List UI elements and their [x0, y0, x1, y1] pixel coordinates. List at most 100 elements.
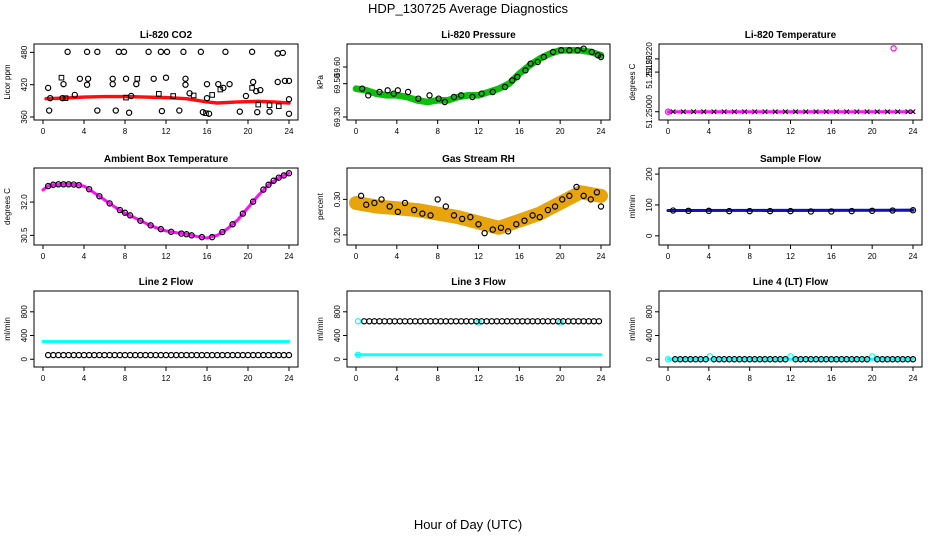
data-point [396, 318, 404, 325]
x-tick-label: 24 [597, 374, 606, 383]
data-point [183, 351, 190, 359]
data-point [386, 318, 393, 325]
data-point [514, 318, 521, 325]
data-point [803, 109, 809, 115]
y-tick-label: 400 [645, 328, 654, 342]
x-tick-label: 16 [203, 374, 212, 383]
plot-frame [33, 43, 299, 121]
panel-title: Line 4 (LT) Flow [753, 277, 829, 288]
y-tick-label: 400 [333, 328, 342, 342]
data-point [519, 318, 526, 325]
data-point [823, 109, 829, 115]
data-point [260, 351, 267, 359]
data-point [239, 351, 247, 359]
data-point [463, 318, 470, 325]
data-point [76, 75, 84, 82]
data-point [489, 88, 496, 96]
data-point [371, 318, 378, 325]
y-tick-label: 51.25000 [645, 94, 654, 128]
x-tick-label: 20 [556, 374, 565, 383]
data-point [150, 75, 157, 82]
data-point [157, 351, 165, 359]
data-point [390, 90, 397, 97]
data-point [134, 75, 141, 82]
data-point [595, 318, 603, 325]
data-point [208, 351, 216, 359]
data-point [167, 351, 175, 359]
data-point [182, 81, 189, 88]
data-point [203, 351, 211, 359]
y-tick-label: 32.0 [20, 194, 29, 210]
data-point [75, 181, 83, 189]
y-tick-label: 420 [20, 77, 29, 91]
data-point [488, 318, 495, 325]
data-point [125, 109, 133, 116]
data-point [404, 88, 412, 96]
data-point [255, 351, 262, 359]
data-point [529, 318, 536, 325]
data-point [182, 75, 189, 82]
data-point [690, 109, 697, 115]
x-tick-label: 8 [747, 252, 752, 261]
x-tick-label: 24 [597, 252, 606, 261]
x-tick-label: 16 [515, 252, 524, 261]
y-tick-label: 480 [20, 45, 29, 59]
x-tick-label: 12 [786, 127, 795, 136]
data-point [209, 92, 215, 98]
data-point [121, 351, 129, 359]
data-point [80, 351, 88, 359]
data-point [432, 318, 439, 325]
data-point [551, 203, 559, 210]
data-point [536, 213, 543, 221]
x-tick-label: 12 [162, 374, 171, 383]
x-tick-label: 16 [515, 127, 524, 136]
data-point [162, 351, 170, 359]
data-point [574, 47, 581, 54]
data-point [549, 48, 557, 56]
data-point [441, 98, 449, 106]
data-point [203, 110, 209, 117]
data-point [731, 109, 738, 115]
data-point [147, 351, 154, 359]
data-point [457, 318, 465, 325]
data-point [498, 318, 506, 325]
dense-band [349, 185, 608, 235]
data-point [868, 353, 876, 360]
data-point [544, 206, 552, 214]
data-point [381, 318, 388, 325]
x-tick-label: 12 [474, 374, 483, 383]
data-point [434, 196, 441, 203]
x-tick-label: 20 [556, 252, 565, 261]
x-tick-label: 0 [41, 252, 46, 261]
data-point [422, 318, 429, 325]
data-point [285, 96, 293, 103]
data-point [257, 86, 264, 94]
x-tick-label: 8 [435, 374, 440, 383]
data-point [249, 85, 255, 91]
data-point [188, 351, 195, 359]
data-point [527, 60, 534, 67]
data-point [280, 172, 288, 179]
y-tick-label: 51.25220 [645, 42, 654, 76]
x-tick-label: 24 [597, 127, 606, 136]
data-point [242, 92, 250, 100]
data-point [544, 318, 552, 325]
data-point [111, 351, 118, 359]
panel-9: Line 4 (LT) Flow 0 4 8 12 16 20 24 0 400 800 ml/min [628, 277, 923, 383]
x-tick-label: 0 [41, 374, 46, 383]
data-point [62, 95, 69, 101]
data-point [71, 91, 78, 99]
x-tick-label: 20 [556, 127, 565, 136]
data-point [854, 109, 860, 115]
data-point [493, 318, 501, 325]
data-point [120, 48, 128, 56]
data-point [249, 198, 257, 205]
y-tick-label: 400 [20, 328, 29, 342]
data-point [468, 318, 475, 325]
data-point [503, 318, 511, 325]
x-tick-label: 16 [827, 127, 836, 136]
x-tick-label: 12 [162, 127, 171, 136]
data-point [55, 351, 62, 359]
data-point [587, 196, 594, 203]
data-point [766, 207, 774, 215]
